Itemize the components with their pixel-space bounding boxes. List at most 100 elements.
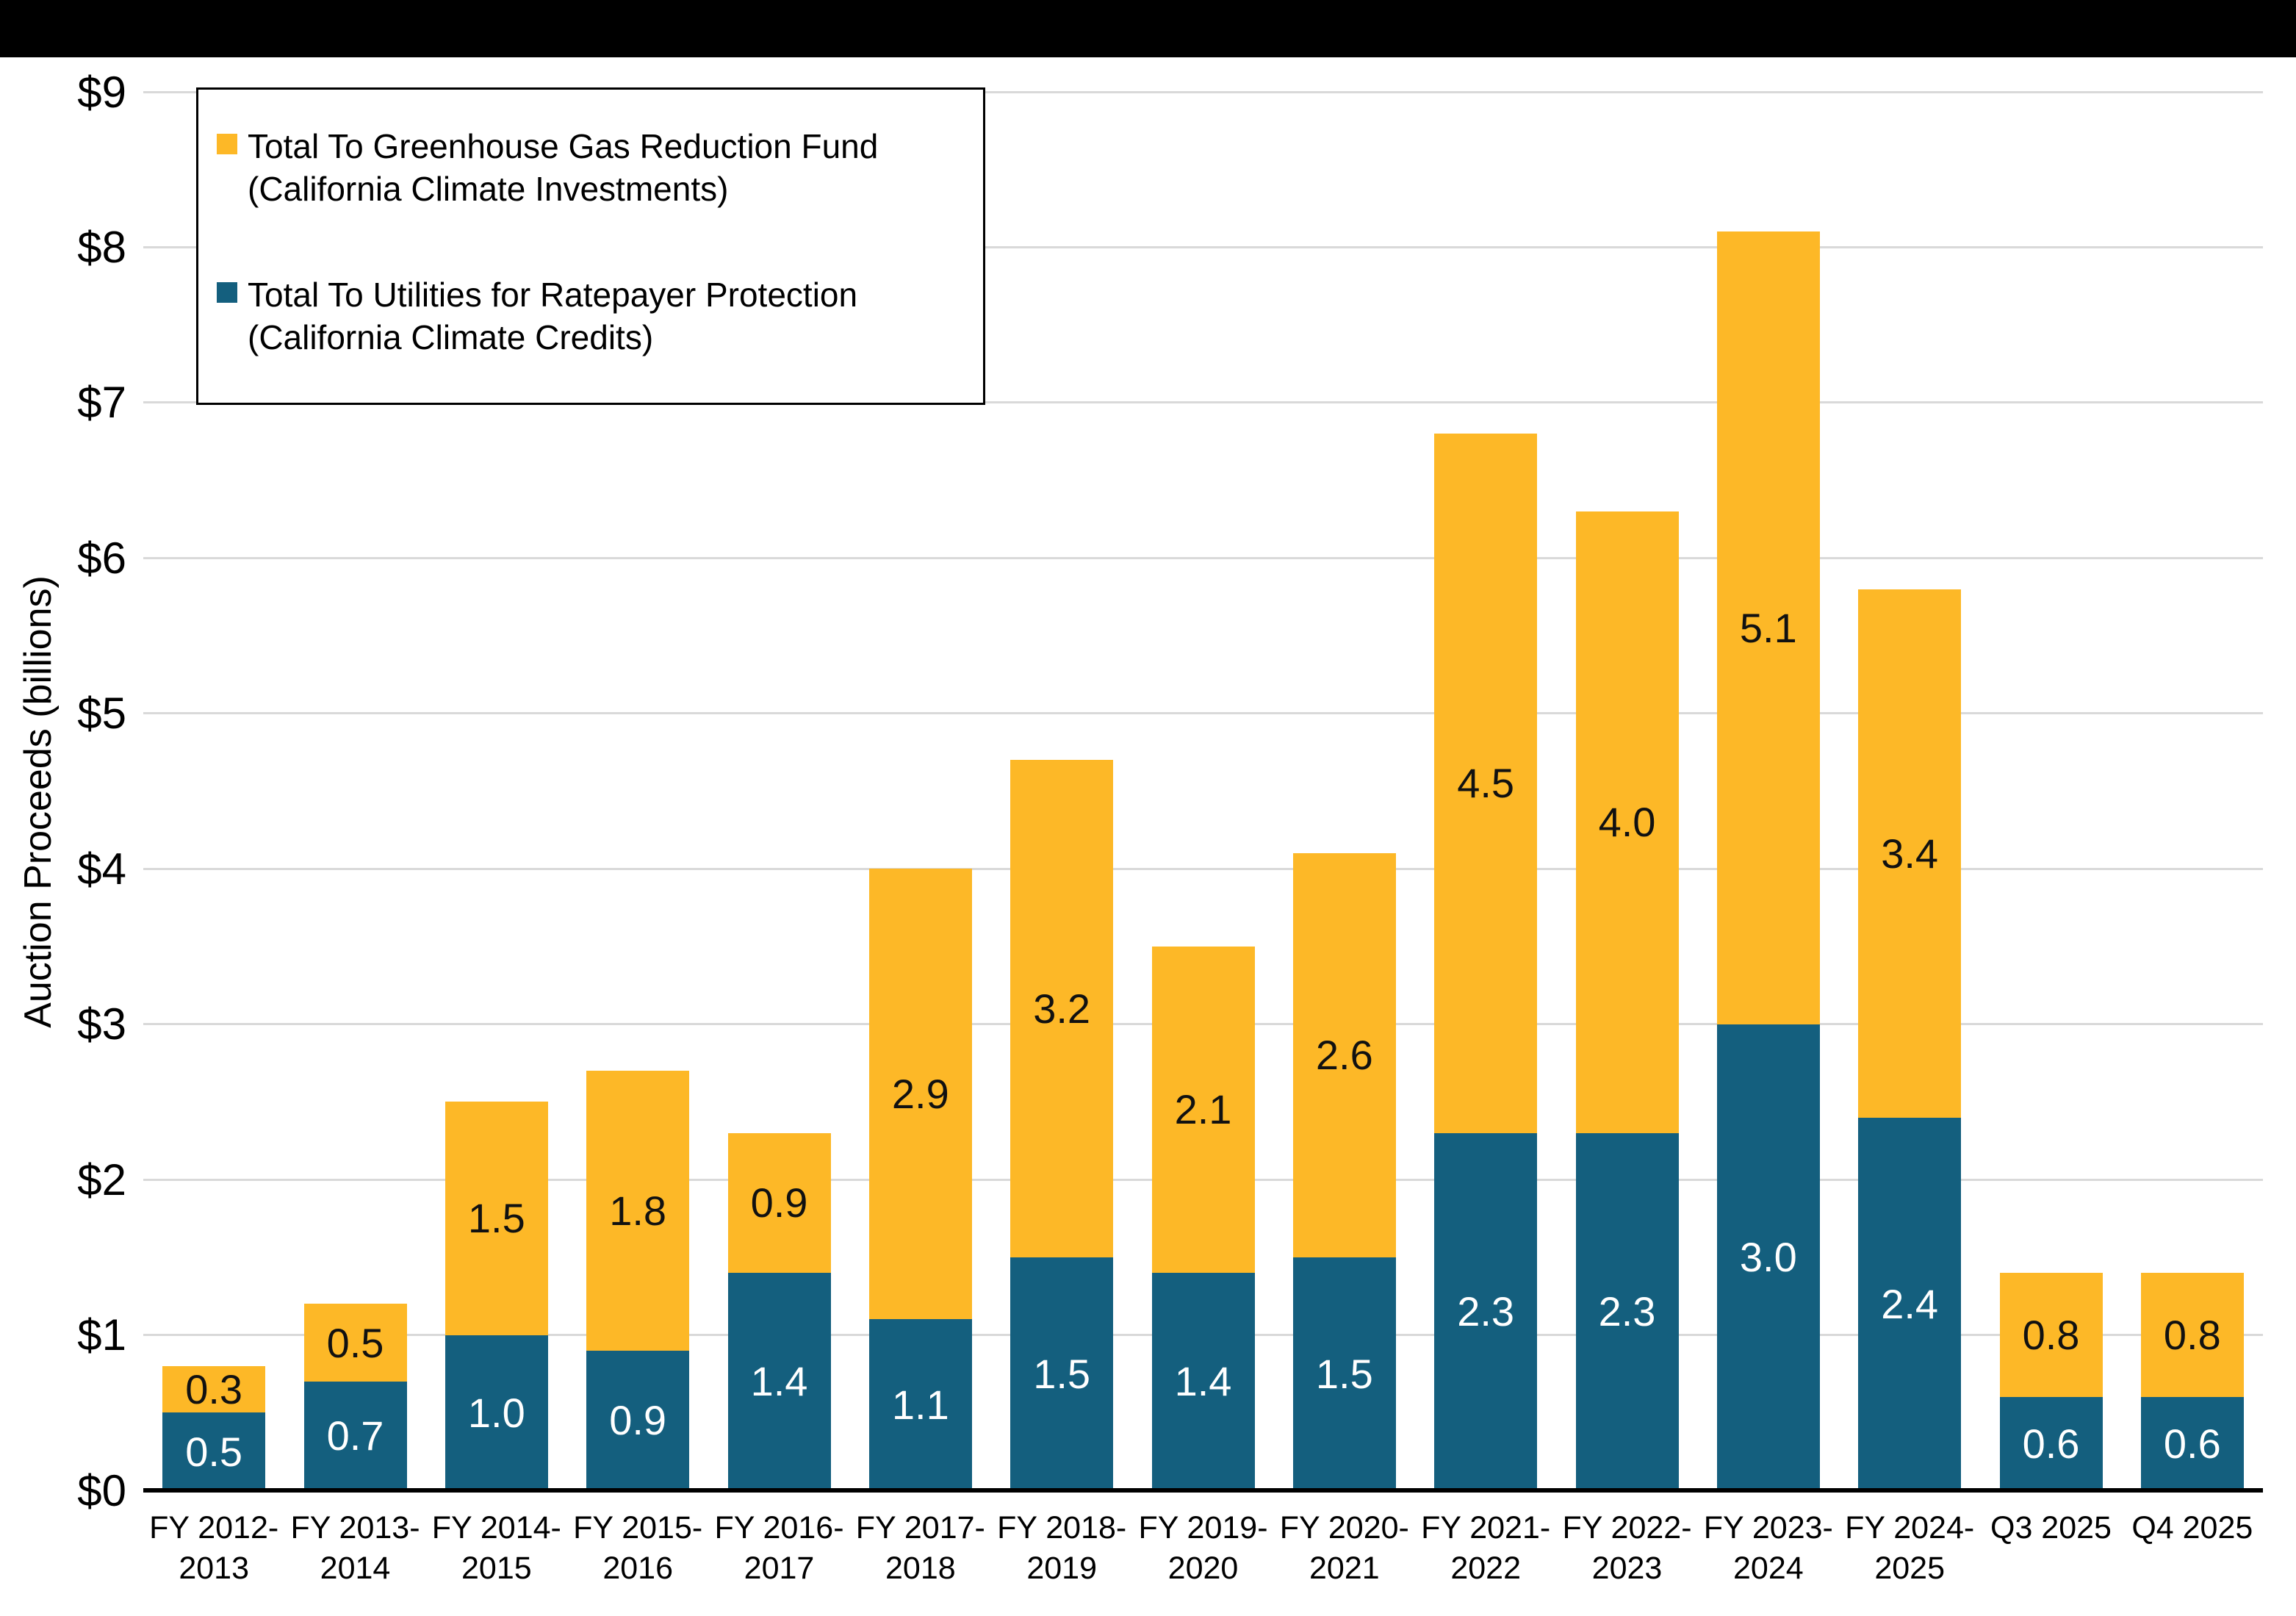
top-black-bar bbox=[0, 0, 2296, 57]
gridline bbox=[143, 245, 2263, 248]
legend-swatch-yellow-icon bbox=[217, 134, 237, 154]
bar-segment-ggrf: 0.3 bbox=[162, 1365, 266, 1413]
y-axis-tick-label: $2 bbox=[77, 1154, 126, 1204]
bar-segment-ggrf: 4.0 bbox=[1575, 511, 1679, 1133]
x-axis-line bbox=[143, 1488, 2263, 1493]
x-axis-tick-label-line: FY 2012- bbox=[149, 1510, 279, 1545]
bar-value-label: 1.5 bbox=[1315, 1350, 1373, 1397]
x-axis-tick-label: Q4 2025 bbox=[2107, 1508, 2278, 1548]
x-axis-tick-label-line: 2017 bbox=[744, 1551, 815, 1586]
y-axis-tick-label: $5 bbox=[77, 689, 126, 739]
bar-value-label: 0.6 bbox=[2022, 1421, 2080, 1468]
bar-value-label: 2.3 bbox=[1598, 1288, 1656, 1335]
x-axis-tick-label-line: 2018 bbox=[885, 1551, 956, 1586]
bar-value-label: 1.4 bbox=[1174, 1358, 1232, 1405]
legend-item-utilities-ratepayer: Total To Utilities for Ratepayer Protect… bbox=[217, 273, 857, 359]
x-axis-tick-label-line: FY 2013- bbox=[290, 1510, 420, 1545]
x-axis-tick-label: FY 2022- 2023 bbox=[1541, 1508, 1712, 1589]
x-axis-tick-label-line: 2019 bbox=[1026, 1551, 1097, 1586]
bar-segment-ggrf: 2.1 bbox=[1151, 946, 1255, 1273]
bar-value-label: 2.3 bbox=[1457, 1288, 1515, 1335]
bar-segment-utilities: 0.6 bbox=[1999, 1397, 2103, 1490]
bar-segment-utilities: 1.4 bbox=[1151, 1272, 1255, 1490]
bar-segment-utilities: 0.7 bbox=[303, 1381, 407, 1490]
legend: Total To Greenhouse Gas Reduction Fund (… bbox=[196, 87, 985, 405]
x-axis-tick-label: FY 2013- 2014 bbox=[270, 1508, 440, 1589]
x-axis-tick-label-line: Q4 2025 bbox=[2131, 1510, 2253, 1545]
bar-segment-utilities: 2.3 bbox=[1434, 1132, 1538, 1490]
bar-segment-ggrf: 0.8 bbox=[2140, 1272, 2244, 1398]
y-axis-tick-label: $3 bbox=[77, 999, 126, 1049]
bar-value-label: 0.7 bbox=[326, 1412, 384, 1459]
x-axis-tick-label-line: FY 2016- bbox=[714, 1510, 844, 1545]
bar-value-label: 1.0 bbox=[467, 1389, 525, 1436]
bar-segment-ggrf: 3.2 bbox=[1010, 760, 1114, 1257]
bar-value-label: 3.0 bbox=[1739, 1234, 1797, 1281]
bar-value-label: 1.5 bbox=[1033, 1350, 1091, 1397]
bar-value-label: 1.1 bbox=[891, 1382, 949, 1429]
y-axis-tick-label: $0 bbox=[77, 1465, 126, 1515]
bar-segment-utilities: 1.5 bbox=[1010, 1257, 1114, 1490]
legend-label-line: Total To Greenhouse Gas Reduction Fund bbox=[248, 127, 879, 165]
bar-value-label: 3.2 bbox=[1033, 985, 1091, 1032]
bar-value-label: 4.5 bbox=[1457, 760, 1515, 807]
gridline bbox=[143, 712, 2263, 715]
bar-value-label: 0.5 bbox=[326, 1319, 384, 1366]
legend-label-line: (California Climate Credits) bbox=[248, 318, 654, 356]
bar-value-label: 1.8 bbox=[609, 1187, 667, 1234]
bar-segment-ggrf: 1.8 bbox=[586, 1071, 690, 1351]
x-axis-tick-label-line: 2022 bbox=[1450, 1551, 1521, 1586]
bar-segment-utilities: 2.3 bbox=[1575, 1132, 1679, 1490]
bar-segment-utilities: 1.1 bbox=[868, 1319, 972, 1490]
bar-segment-ggrf: 4.5 bbox=[1434, 434, 1538, 1133]
x-axis-tick-label-line: 2023 bbox=[1591, 1551, 1663, 1586]
x-axis-tick-label-line: FY 2015- bbox=[573, 1510, 703, 1545]
gridline bbox=[143, 401, 2263, 404]
x-axis-tick-label-line: FY 2020- bbox=[1279, 1510, 1409, 1545]
bar-segment-ggrf: 0.5 bbox=[303, 1304, 407, 1382]
legend-label-line: (California Climate Investments) bbox=[248, 170, 729, 208]
x-axis-tick-label-line: FY 2022- bbox=[1562, 1510, 1692, 1545]
gridline bbox=[143, 556, 2263, 559]
bar-segment-ggrf: 3.4 bbox=[1858, 589, 1962, 1118]
legend-swatch-blue-icon bbox=[217, 282, 237, 303]
x-axis-tick-label-line: FY 2023- bbox=[1703, 1510, 1833, 1545]
x-axis-tick-label: FY 2021- 2022 bbox=[1400, 1508, 1571, 1589]
x-axis-tick-label-line: FY 2017- bbox=[855, 1510, 985, 1545]
x-axis-tick-label-line: 2015 bbox=[461, 1551, 532, 1586]
y-axis-tick-label: $4 bbox=[77, 844, 126, 894]
bar-segment-ggrf: 0.8 bbox=[1999, 1272, 2103, 1398]
x-axis-tick-label-line: 2014 bbox=[320, 1551, 391, 1586]
x-axis-tick-label-line: 2020 bbox=[1167, 1551, 1239, 1586]
bar-segment-ggrf: 0.9 bbox=[727, 1132, 831, 1273]
x-axis-tick-label: FY 2015- 2016 bbox=[553, 1508, 723, 1589]
y-axis-tick-label: $7 bbox=[77, 378, 126, 428]
bar-value-label: 0.5 bbox=[185, 1428, 243, 1475]
x-axis-tick-label-line: FY 2018- bbox=[997, 1510, 1127, 1545]
x-axis-tick-label-line: FY 2024- bbox=[1845, 1510, 1975, 1545]
legend-label-line: Total To Utilities for Ratepayer Protect… bbox=[248, 276, 858, 314]
bar-segment-utilities: 2.4 bbox=[1858, 1117, 1962, 1490]
x-axis-tick-label-line: 2025 bbox=[1874, 1551, 1945, 1586]
bar-segment-utilities: 0.5 bbox=[162, 1412, 266, 1490]
bar-value-label: 3.4 bbox=[1881, 830, 1939, 877]
x-axis-tick-label: FY 2020- 2021 bbox=[1259, 1508, 1430, 1589]
x-axis-tick-label-line: 2021 bbox=[1309, 1551, 1380, 1586]
bar-value-label: 1.5 bbox=[467, 1195, 525, 1242]
bar-value-label: 2.4 bbox=[1881, 1280, 1939, 1327]
x-axis-tick-label: FY 2014- 2015 bbox=[411, 1508, 582, 1589]
bar-value-label: 4.0 bbox=[1598, 799, 1656, 846]
x-axis-tick-label: FY 2016- 2017 bbox=[694, 1508, 864, 1589]
x-axis-tick-label: Q3 2025 bbox=[1965, 1508, 2136, 1548]
bar-value-label: 0.8 bbox=[2022, 1312, 2080, 1359]
x-axis-tick-label-line: 2024 bbox=[1732, 1551, 1804, 1586]
gridline bbox=[143, 90, 2263, 93]
x-axis-tick-label: FY 2023- 2024 bbox=[1683, 1508, 1854, 1589]
bar-segment-utilities: 0.9 bbox=[586, 1350, 690, 1490]
bar-value-label: 0.6 bbox=[2163, 1421, 2221, 1468]
bar-value-label: 1.4 bbox=[750, 1358, 808, 1405]
bar-segment-utilities: 1.0 bbox=[445, 1335, 548, 1490]
bar-value-label: 0.9 bbox=[750, 1179, 808, 1227]
